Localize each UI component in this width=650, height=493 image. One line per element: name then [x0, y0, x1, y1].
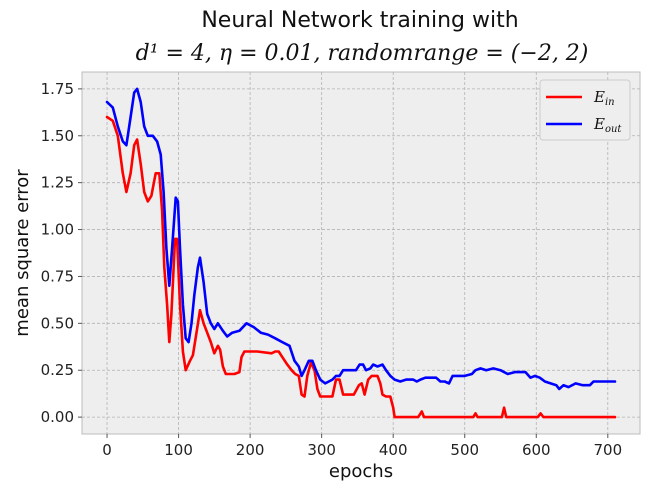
y-tick-label: 0.75	[41, 267, 74, 285]
legend-label-out: Eout	[593, 115, 622, 135]
x-tick-label: 400	[379, 441, 408, 459]
chart-subtitle: d¹ = 4, η = 0.01, randomrange = (−2, 2)	[136, 41, 589, 66]
chart-title: Neural Network training with	[201, 8, 518, 33]
legend-label-in: Ein	[593, 88, 615, 108]
x-tick-label: 100	[164, 441, 193, 459]
y-tick-label: 1.25	[41, 174, 74, 192]
x-axis-label: epochs	[329, 461, 393, 482]
y-tick-label: 1.00	[41, 221, 74, 239]
y-axis-label: mean square error	[12, 169, 33, 337]
y-tick-label: 0.25	[41, 361, 74, 379]
y-tick-label: 1.75	[41, 80, 74, 98]
y-axis-ticks: 0.00 0.25 0.50 0.75 1.00 1.25 1.50 1.75	[41, 80, 82, 426]
x-tick-label: 300	[307, 441, 336, 459]
x-tick-label: 600	[522, 441, 551, 459]
y-tick-label: 0.50	[41, 314, 74, 332]
series-line-in	[105, 115, 617, 419]
series-layer	[105, 87, 617, 419]
x-axis-ticks: 0 100 200 300 400 500 600 700	[102, 434, 622, 459]
legend: Ein Eout	[539, 79, 631, 141]
x-tick-label: 700	[593, 441, 622, 459]
series-line-out	[105, 87, 617, 391]
y-tick-label: 0.00	[41, 408, 74, 426]
x-tick-label: 0	[102, 441, 112, 459]
x-tick-label: 500	[450, 441, 479, 459]
x-tick-label: 200	[236, 441, 265, 459]
y-tick-label: 1.50	[41, 127, 74, 145]
